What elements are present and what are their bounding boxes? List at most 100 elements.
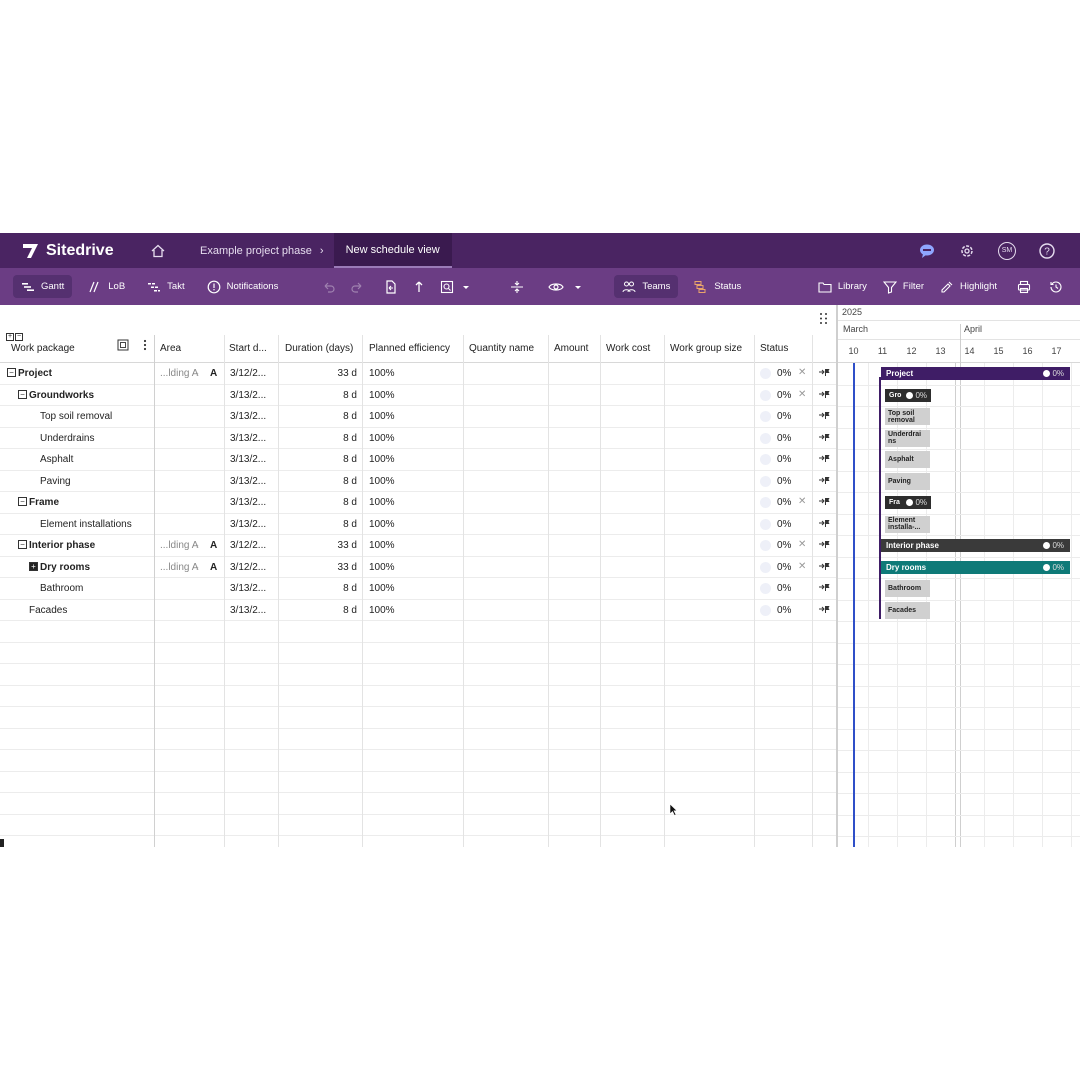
close-icon[interactable]: ✕ <box>798 496 807 507</box>
duration[interactable]: 8 d <box>343 583 357 594</box>
planned-efficiency[interactable]: 100% <box>369 583 395 594</box>
col-planned-efficiency[interactable]: Planned efficiency <box>369 343 450 354</box>
highlight-button[interactable]: Highlight <box>932 275 1005 298</box>
column-settings-icon[interactable] <box>117 339 129 351</box>
status-percent[interactable]: 0% <box>777 368 792 379</box>
gantt-group-bar[interactable]: Gro 0% <box>885 388 931 402</box>
table-row[interactable]: Asphalt 3/13/2... 8 d 100% 0% <box>0 449 836 471</box>
jump-to-task-icon[interactable] <box>818 604 830 614</box>
gantt-task-bar[interactable]: Asphalt <box>885 451 930 468</box>
planned-efficiency[interactable]: 100% <box>369 518 395 530</box>
work-package-name[interactable]: Interior phase <box>29 540 96 551</box>
chat-support-icon[interactable] <box>918 242 936 260</box>
view-gantt-button[interactable]: Gantt <box>13 275 73 298</box>
column-separator[interactable] <box>278 335 279 847</box>
expand-all-icon[interactable]: + <box>6 333 14 341</box>
column-separator[interactable] <box>362 335 363 847</box>
duration[interactable]: 8 d <box>343 497 357 508</box>
redo-icon[interactable] <box>350 280 364 294</box>
history-icon[interactable] <box>1049 280 1063 294</box>
status-percent[interactable]: 0% <box>777 497 792 508</box>
collapse-icon[interactable]: − <box>18 540 27 549</box>
row-height-icon[interactable] <box>510 280 524 294</box>
filter-button[interactable]: Filter <box>875 275 932 298</box>
area-path[interactable]: ...lding A <box>160 540 199 551</box>
table-row[interactable]: Top soil removal 3/13/2... 8 d 100% 0% <box>0 406 836 428</box>
col-start-date[interactable]: Start d... <box>229 343 267 354</box>
start-date[interactable]: 3/12/2... <box>230 540 267 551</box>
jump-to-task-icon[interactable] <box>818 561 830 571</box>
library-button[interactable]: Library <box>810 275 875 298</box>
col-quantity-name[interactable]: Quantity name <box>469 343 535 354</box>
gantt-task-bar[interactable]: Element installa-... <box>885 515 930 533</box>
gantt-task-bar[interactable]: Bathroom <box>885 580 930 597</box>
breadcrumb-current[interactable]: New schedule view <box>333 233 452 268</box>
planned-efficiency[interactable]: 100% <box>369 540 395 551</box>
close-icon[interactable]: ✕ <box>798 388 807 400</box>
planned-efficiency[interactable]: 100% <box>369 561 395 573</box>
work-package-name[interactable]: Asphalt <box>40 454 74 465</box>
jump-to-task-icon[interactable] <box>818 539 830 549</box>
col-work-cost[interactable]: Work cost <box>606 343 651 354</box>
undo-icon[interactable] <box>322 280 336 294</box>
work-package-name[interactable]: Bathroom <box>40 583 84 594</box>
table-row[interactable]: Paving 3/13/2... 8 d 100% 0% <box>0 471 836 492</box>
duration[interactable]: 33 d <box>337 540 357 551</box>
jump-to-task-icon[interactable] <box>818 367 830 377</box>
close-icon[interactable]: ✕ <box>798 560 807 572</box>
view-takt-button[interactable]: Takt <box>139 275 192 298</box>
gantt-task-bar[interactable]: Paving <box>885 472 930 490</box>
breadcrumb-parent[interactable]: Example project phase <box>200 244 312 257</box>
start-date[interactable]: 3/12/2... <box>230 561 267 573</box>
col-duration[interactable]: Duration (days) <box>285 343 354 354</box>
column-separator[interactable] <box>548 335 549 847</box>
column-separator[interactable] <box>664 335 665 847</box>
start-date[interactable]: 3/13/2... <box>230 604 267 616</box>
view-lob-button[interactable]: LoB <box>80 275 133 298</box>
jump-to-task-icon[interactable] <box>818 496 830 506</box>
col-status[interactable]: Status <box>760 343 789 354</box>
help-icon[interactable]: ? <box>1038 242 1056 260</box>
area-name[interactable]: A <box>210 368 218 379</box>
duration[interactable]: 8 d <box>343 454 357 465</box>
start-date[interactable]: 3/13/2... <box>230 583 267 594</box>
area-name[interactable]: A <box>210 540 218 551</box>
area-path[interactable]: ...lding A <box>160 368 199 379</box>
status-percent[interactable]: 0% <box>777 454 792 465</box>
planned-efficiency[interactable]: 100% <box>369 389 395 401</box>
home-icon[interactable] <box>150 243 166 259</box>
user-avatar[interactable]: SM <box>998 241 1016 260</box>
teams-button[interactable]: Teams <box>614 275 679 298</box>
jump-to-task-icon[interactable] <box>818 475 830 485</box>
table-row[interactable]: − Frame 3/13/2... 8 d 100% 0% ✕ <box>0 492 836 514</box>
col-work-group-size[interactable]: Work group size <box>670 343 743 354</box>
status-percent[interactable]: 0% <box>777 432 792 444</box>
column-separator[interactable] <box>812 335 813 847</box>
chevron-down-icon[interactable] <box>462 283 470 291</box>
duration[interactable]: 8 d <box>343 604 357 616</box>
collapse-all-icon[interactable]: − <box>15 333 23 341</box>
gantt-summary-bar[interactable]: Dry rooms 0% <box>881 560 1070 574</box>
duration[interactable]: 33 d <box>337 368 357 379</box>
arrow-up-icon[interactable] <box>412 280 426 294</box>
gantt-summary-bar[interactable]: Project 0% <box>881 367 1070 380</box>
collapse-icon[interactable]: − <box>7 368 16 377</box>
start-date[interactable]: 3/13/2... <box>230 432 267 444</box>
zoom-icon[interactable] <box>440 280 454 294</box>
status-percent[interactable]: 0% <box>777 540 792 551</box>
expand-icon[interactable]: + <box>29 561 38 571</box>
work-package-name[interactable]: Underdrains <box>40 432 95 444</box>
duration[interactable]: 8 d <box>343 389 357 401</box>
table-row[interactable]: Element installations 3/13/2... 8 d 100% 0% <box>0 514 836 535</box>
table-row[interactable]: − Interior phase ...lding A › A 3/12/2... 33 d… <box>0 535 836 557</box>
status-percent[interactable]: 0% <box>777 411 792 422</box>
table-row[interactable]: − Groundworks 3/13/2... 8 d 100% 0% ✕ <box>0 385 836 406</box>
duration[interactable]: 8 d <box>343 475 357 487</box>
collapse-icon[interactable]: − <box>18 389 27 399</box>
duration[interactable]: 33 d <box>337 561 357 573</box>
planned-efficiency[interactable]: 100% <box>369 454 395 465</box>
work-package-name[interactable]: Top soil removal <box>40 411 113 422</box>
gantt-task-bar[interactable]: Top soil removal <box>885 408 930 425</box>
jump-to-task-icon[interactable] <box>818 432 830 442</box>
work-package-name[interactable]: Frame <box>29 497 60 508</box>
